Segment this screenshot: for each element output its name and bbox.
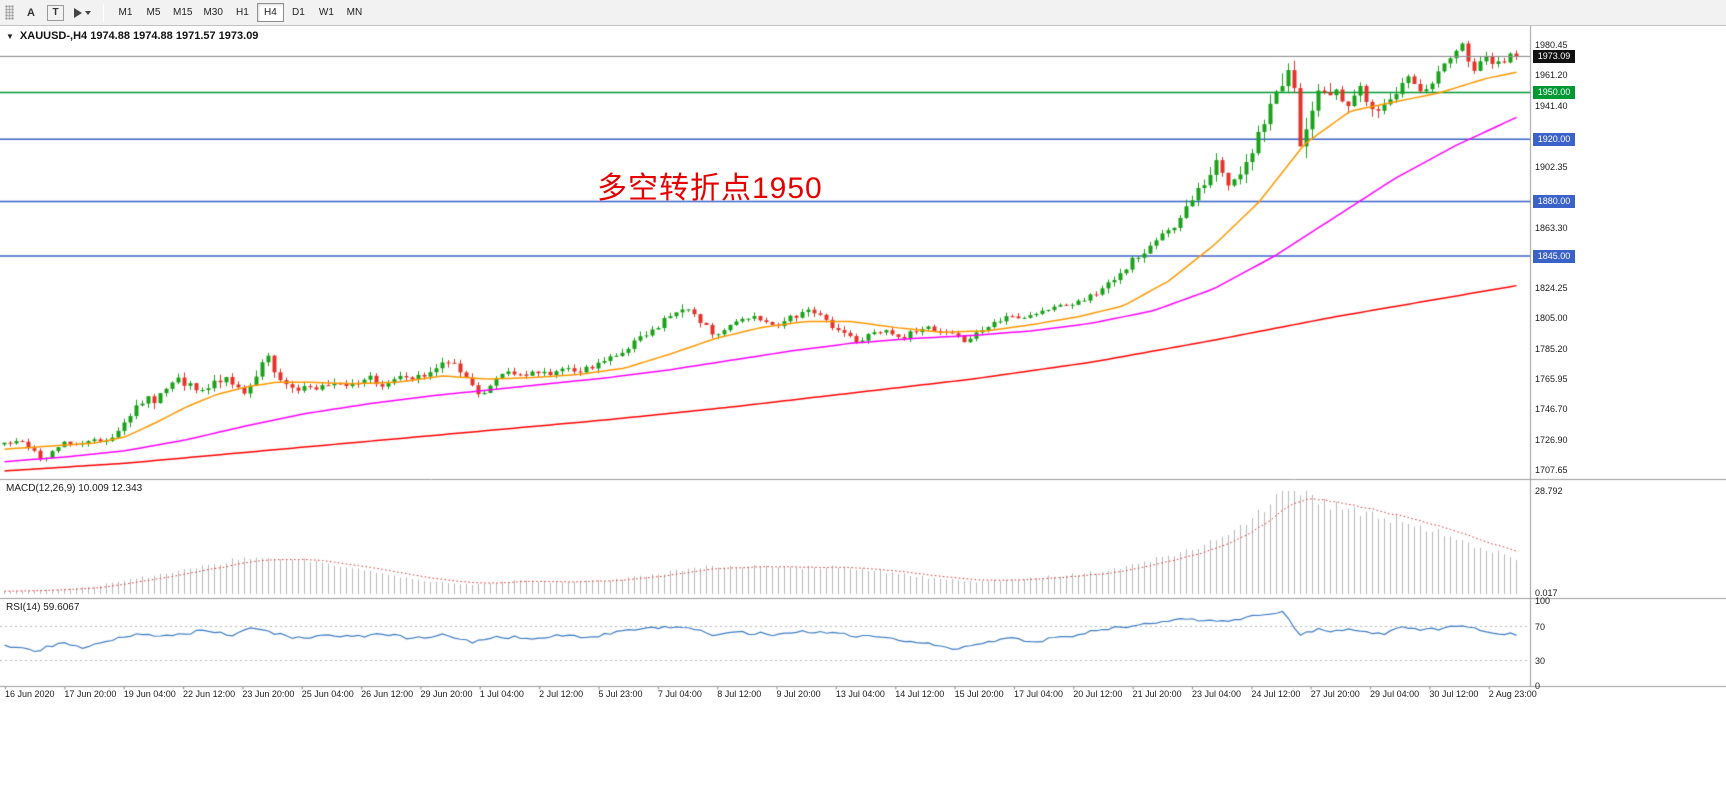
time-axis-label: 15 Jul 20:00 xyxy=(954,689,1004,699)
price-line-label-1973.09: 1973.09 xyxy=(1533,49,1575,63)
collapse-chart-icon[interactable]: ▼ xyxy=(6,31,14,41)
time-axis-label: 14 Jul 12:00 xyxy=(895,689,945,699)
time-axis-label: 2 Jul 12:00 xyxy=(539,689,584,699)
arrow-tool-icon xyxy=(74,7,82,18)
macd-indicator-name: MACD(12,26,9) xyxy=(6,483,76,494)
price-chart-canvas[interactable] xyxy=(0,26,1726,792)
time-axis-label: 17 Jul 04:00 xyxy=(1013,689,1063,699)
timeframe-button-m30[interactable]: M30 xyxy=(198,3,227,22)
chart-annotation-text: 多空转折点1950 xyxy=(597,172,823,205)
price-axis-tick: 1824.25 xyxy=(1535,283,1568,294)
arrow-tools-button[interactable] xyxy=(70,3,95,23)
macd-panel-label: MACD(12,26,9) 10.009 12.343 xyxy=(6,483,142,494)
time-axis-label: 7 Jul 04:00 xyxy=(657,689,702,699)
timeframe-button-d1[interactable]: D1 xyxy=(285,3,312,22)
time-axis-label: 29 Jun 20:00 xyxy=(420,689,473,699)
time-axis-label: 5 Jul 23:00 xyxy=(598,689,643,699)
price-axis-tick: 1707.65 xyxy=(1535,464,1568,475)
time-axis-label: 20 Jul 12:00 xyxy=(1073,689,1123,699)
time-axis-label: 16 Jun 2020 xyxy=(5,689,55,699)
price-axis-tick: 1746.70 xyxy=(1535,404,1568,415)
time-axis-label: 2 Aug 23:00 xyxy=(1488,689,1537,699)
toolbar-gripper-icon[interactable] xyxy=(5,5,14,20)
price-axis-tick: 1902.35 xyxy=(1535,161,1568,172)
macd-axis-max-label: 28.792 xyxy=(1535,485,1563,496)
time-axis-label: 25 Jun 04:00 xyxy=(301,689,354,699)
chart-area: ▼ XAUUSD-,H4 1974.88 1974.88 1971.57 197… xyxy=(0,26,1726,792)
time-axis-label: 21 Jul 20:00 xyxy=(1132,689,1182,699)
time-axis-label: 24 Jul 12:00 xyxy=(1251,689,1301,699)
price-axis-tick: 1941.40 xyxy=(1535,100,1568,111)
rsi-axis-tick: 70 xyxy=(1535,621,1546,632)
time-axis-label: 30 Jul 12:00 xyxy=(1429,689,1479,699)
timeframe-button-m1[interactable]: M1 xyxy=(112,3,139,22)
toolbar: A T M1 M5 M15 M30 H1 H4 D1 W1 MN xyxy=(0,0,1726,26)
text-label-tool-button[interactable]: T xyxy=(47,4,64,21)
rsi-axis-tick: 100 xyxy=(1535,596,1551,606)
price-axis-tick: 1785.20 xyxy=(1535,344,1568,355)
timeframe-button-m5[interactable]: M5 xyxy=(140,3,167,22)
time-axis-label: 27 Jul 20:00 xyxy=(1310,689,1360,699)
price-line-label-1845.00: 1845.00 xyxy=(1533,249,1575,263)
time-axis-label: 23 Jun 20:00 xyxy=(242,689,295,699)
timeframe-button-m15[interactable]: M15 xyxy=(168,3,197,22)
price-axis-tick: 1805.00 xyxy=(1535,313,1568,324)
rsi-panel-label: RSI(14) 59.6067 xyxy=(6,602,79,613)
time-axis-label: 17 Jun 20:00 xyxy=(64,689,117,699)
price-axis-tick: 1961.20 xyxy=(1535,69,1568,80)
rsi-indicator-value: 59.6067 xyxy=(43,602,80,613)
time-axis-label: 1 Jul 04:00 xyxy=(479,689,524,699)
price-line-label-1920.00: 1920.00 xyxy=(1533,132,1575,146)
rsi-axis-tick: 0 xyxy=(1535,681,1541,691)
rsi-indicator-name: RSI(14) xyxy=(6,602,41,613)
time-axis-label: 8 Jul 12:00 xyxy=(717,689,762,699)
price-line-label-1950.00: 1950.00 xyxy=(1533,85,1575,99)
chart-ohlc-header: ▼ XAUUSD-,H4 1974.88 1974.88 1971.57 197… xyxy=(6,30,258,42)
text-tool-button[interactable]: A xyxy=(21,3,41,23)
timeframe-button-mn[interactable]: MN xyxy=(341,3,368,22)
timeframe-button-w1[interactable]: W1 xyxy=(313,3,340,22)
rsi-axis-tick: 30 xyxy=(1535,655,1546,666)
macd-indicator-values: 10.009 12.343 xyxy=(78,483,143,494)
price-axis-tick: 1980.45 xyxy=(1535,40,1568,50)
time-axis-label: 19 Jun 04:00 xyxy=(123,689,176,699)
symbol-ohlc-text: XAUUSD-,H4 1974.88 1974.88 1971.57 1973.… xyxy=(19,30,259,42)
macd-axis-min-label: 0.017 xyxy=(1535,588,1558,598)
time-axis-label: 29 Jul 04:00 xyxy=(1370,689,1420,699)
timeframe-button-group: M1 M5 M15 M30 H1 H4 D1 W1 MN xyxy=(112,3,368,22)
time-axis-label: 13 Jul 04:00 xyxy=(835,689,885,699)
time-axis-label: 22 Jun 12:00 xyxy=(183,689,236,699)
time-axis-label: 26 Jun 12:00 xyxy=(361,689,414,699)
timeframe-button-h1[interactable]: H1 xyxy=(229,3,256,22)
price-axis-tick: 1765.95 xyxy=(1535,374,1568,385)
dropdown-caret-icon xyxy=(85,10,91,15)
time-axis-label: 9 Jul 20:00 xyxy=(776,689,821,699)
timeframe-button-h4[interactable]: H4 xyxy=(256,3,284,22)
toolbar-separator xyxy=(103,3,104,22)
price-line-label-1880.00: 1880.00 xyxy=(1533,194,1575,208)
time-axis-label: 23 Jul 04:00 xyxy=(1192,689,1242,699)
price-axis-tick: 1726.90 xyxy=(1535,435,1568,445)
price-axis-tick: 1863.30 xyxy=(1535,222,1568,233)
